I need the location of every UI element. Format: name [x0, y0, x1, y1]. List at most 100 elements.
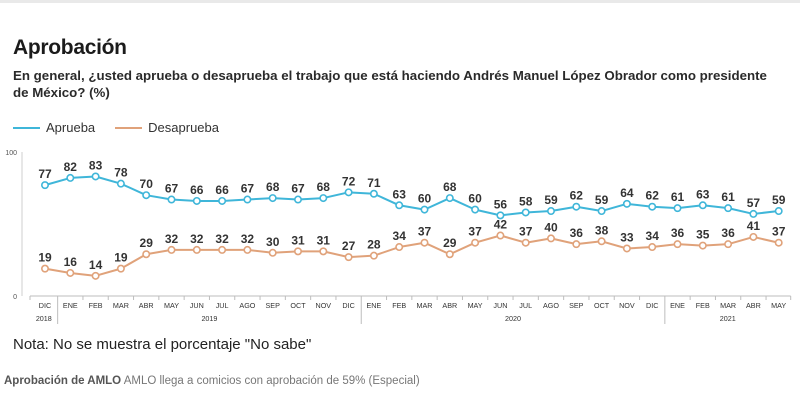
data-label-aprueba: 58 [519, 194, 533, 208]
data-point-aprueba [673, 204, 682, 213]
data-point-desaprueba [395, 243, 404, 252]
data-point-desaprueba [293, 247, 302, 256]
data-point-desaprueba [192, 245, 201, 254]
data-label-aprueba: 64 [620, 186, 634, 200]
data-point-aprueba [344, 188, 353, 197]
data-point-aprueba [243, 195, 252, 204]
x-tick-label: SEP [569, 301, 584, 310]
data-label-desaprueba: 37 [468, 225, 482, 239]
data-point-aprueba [142, 191, 151, 200]
data-point-desaprueba [40, 264, 49, 273]
data-point-desaprueba [622, 244, 631, 253]
data-label-desaprueba: 30 [266, 235, 280, 249]
data-label-aprueba: 70 [140, 177, 154, 191]
data-point-aprueba [420, 205, 429, 214]
data-label-desaprueba: 37 [418, 225, 432, 239]
series-line-desaprueba [44, 234, 779, 277]
data-label-desaprueba: 34 [646, 229, 660, 243]
chart-legend: Aprueba Desaprueba [13, 120, 239, 135]
data-label-desaprueba: 37 [772, 225, 786, 239]
data-point-desaprueba [243, 245, 252, 254]
data-label-aprueba: 77 [38, 167, 52, 181]
data-point-desaprueba [369, 251, 378, 260]
x-tick-label: FEB [696, 301, 710, 310]
year-label: 2021 [720, 314, 736, 323]
x-tick-label: MAR [720, 301, 736, 310]
data-label-aprueba: 62 [570, 189, 584, 203]
data-label-aprueba: 63 [696, 187, 710, 201]
x-tick-label: ENE [63, 301, 78, 310]
data-label-aprueba: 71 [367, 176, 381, 190]
data-label-desaprueba: 32 [215, 232, 229, 246]
x-tick-label: JUN [493, 301, 507, 310]
year-label: 2018 [36, 314, 52, 323]
data-point-desaprueba [116, 264, 125, 273]
data-point-aprueba [774, 207, 783, 216]
year-label: 2020 [505, 314, 521, 323]
data-label-desaprueba: 42 [494, 218, 508, 232]
data-point-aprueba [395, 201, 404, 210]
data-point-desaprueba [344, 253, 353, 262]
footnote: Nota: No se muestra el porcentaje "No sa… [13, 336, 312, 353]
data-point-aprueba [116, 179, 125, 188]
data-point-desaprueba [774, 238, 783, 247]
x-tick-label: OCT [290, 301, 306, 310]
x-tick-label: AGO [543, 301, 559, 310]
data-label-desaprueba: 38 [595, 223, 609, 237]
legend-swatch-desaprueba [115, 126, 143, 129]
data-label-aprueba: 59 [544, 193, 558, 207]
data-point-aprueba [40, 181, 49, 190]
caption-text: AMLO llega a comicios con aprobación de … [121, 375, 420, 387]
data-point-aprueba [597, 207, 606, 216]
data-point-desaprueba [66, 268, 75, 277]
x-tick-label: FEB [392, 301, 406, 310]
data-point-desaprueba [471, 238, 480, 247]
x-tick-label: OCT [594, 301, 610, 310]
top-divider [0, 0, 800, 3]
series-line-aprueba [44, 175, 779, 217]
legend-swatch-aprueba [13, 126, 40, 129]
data-point-aprueba [749, 209, 758, 218]
caption-bold: Aprobación de AMLO [4, 375, 122, 387]
year-label: 2019 [201, 314, 217, 323]
x-tick-label: NOV [316, 301, 332, 310]
data-label-aprueba: 56 [494, 197, 508, 211]
x-tick-label: DIC [646, 301, 658, 310]
y-tick-label: 100 [5, 150, 17, 157]
data-label-aprueba: 60 [468, 192, 482, 206]
data-label-desaprueba: 19 [38, 251, 52, 265]
data-point-aprueba [496, 211, 505, 220]
data-label-aprueba: 68 [317, 180, 331, 194]
data-point-desaprueba [496, 231, 505, 240]
x-tick-label: AGO [239, 301, 255, 310]
data-point-desaprueba [420, 238, 429, 247]
image-caption: Aprobación de AMLO AMLO llega a comicios… [4, 375, 420, 387]
data-point-desaprueba [648, 243, 657, 252]
data-label-desaprueba: 36 [721, 226, 735, 240]
data-label-aprueba: 78 [114, 166, 128, 180]
legend-item-desaprueba: Desaprueba [115, 120, 219, 135]
x-tick-label: DIC [39, 301, 51, 310]
data-point-aprueba [319, 194, 328, 203]
x-tick-label: MAY [771, 301, 786, 310]
data-point-desaprueba [521, 238, 530, 247]
x-tick-label: JUN [190, 301, 204, 310]
data-point-desaprueba [698, 241, 707, 250]
data-point-desaprueba [268, 248, 277, 257]
data-point-aprueba [66, 173, 75, 182]
x-tick-label: JUL [216, 301, 229, 310]
data-label-desaprueba: 29 [140, 236, 154, 250]
data-label-desaprueba: 36 [671, 226, 685, 240]
data-label-aprueba: 72 [342, 174, 356, 188]
data-label-aprueba: 67 [165, 182, 179, 196]
data-label-aprueba: 61 [671, 190, 685, 204]
data-label-desaprueba: 33 [620, 230, 634, 244]
data-label-aprueba: 67 [241, 182, 255, 196]
data-label-aprueba: 60 [418, 192, 432, 206]
data-point-aprueba [369, 189, 378, 198]
x-tick-label: DIC [342, 301, 354, 310]
data-label-aprueba: 68 [443, 180, 457, 194]
data-point-desaprueba [597, 237, 606, 246]
data-label-aprueba: 59 [772, 193, 786, 207]
data-point-aprueba [648, 202, 657, 211]
